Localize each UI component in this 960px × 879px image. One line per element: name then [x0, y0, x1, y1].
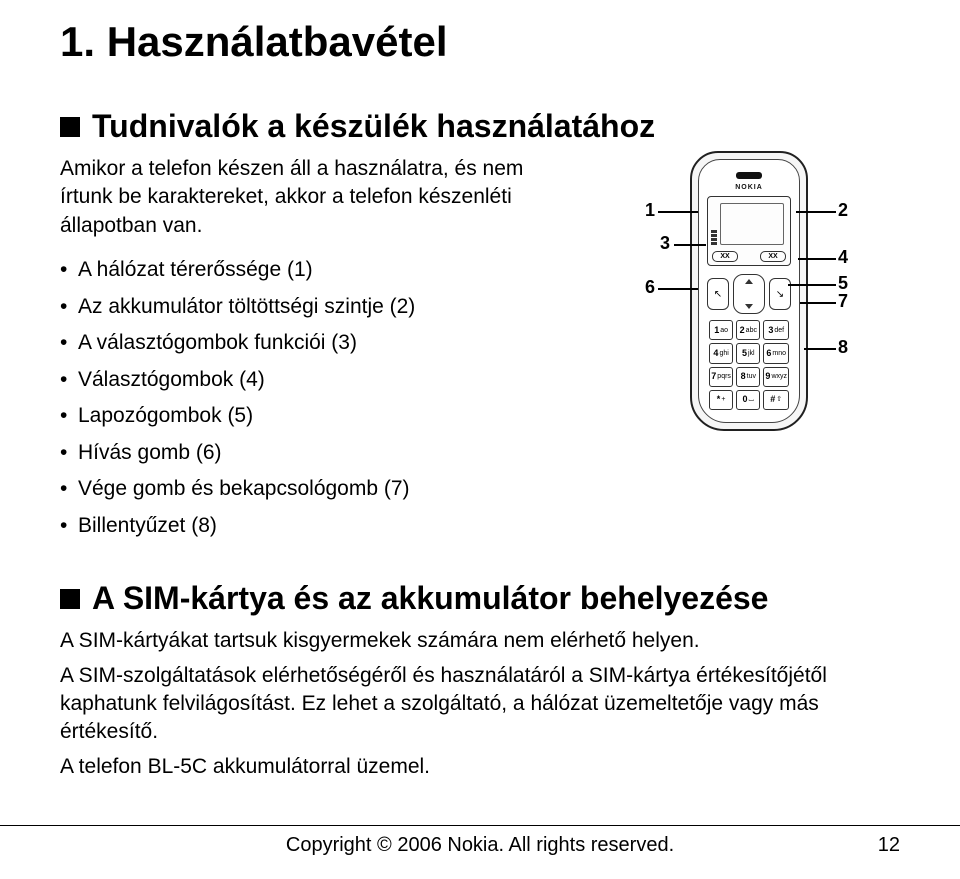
callout-line-icon — [658, 211, 698, 213]
keypad-key: #⇧ — [763, 390, 789, 410]
keypad-key: *+ — [709, 390, 733, 410]
list-item: Az akkumulátor töltöttségi szintje (2) — [60, 291, 570, 324]
keypad-key: 2abc — [736, 320, 760, 340]
section2-heading: A SIM-kártya és az akkumulátor behelyezé… — [60, 580, 900, 617]
list-item: Vége gomb és bekapcsológomb (7) — [60, 473, 570, 506]
feature-list: A hálózat térerőssége (1) Az akkumulátor… — [60, 254, 570, 542]
list-item: Hívás gomb (6) — [60, 437, 570, 470]
section1-heading-text: Tudnivalók a készülék használatához — [92, 108, 655, 145]
copyright-text: Copyright © 2006 Nokia. All rights reser… — [286, 834, 674, 857]
keypad-key: 1ao — [709, 320, 733, 340]
page-footer: Copyright © 2006 Nokia. All rights reser… — [0, 825, 960, 857]
section2-heading-text: A SIM-kártya és az akkumulátor behelyezé… — [92, 580, 768, 617]
keypad-key: 8tuv — [736, 367, 760, 387]
callout-line-icon — [658, 288, 698, 290]
callout-number: 2 — [838, 200, 848, 221]
section1-heading: Tudnivalók a készülék használatához — [60, 108, 900, 145]
callout-line-icon — [796, 211, 836, 213]
page-title: 1. Használatbavétel — [60, 18, 900, 66]
list-item: A hálózat térerőssége (1) — [60, 254, 570, 287]
keypad-key: 9wxyz — [763, 367, 789, 387]
list-item: A választógombok funkciói (3) — [60, 327, 570, 360]
body-paragraph: A SIM-kártyákat tartsuk kisgyermekek szá… — [60, 627, 900, 655]
keypad-key: 6mno — [763, 343, 789, 363]
phone-screen: XX XX — [707, 196, 791, 266]
page-number: 12 — [674, 834, 900, 857]
signal-icon — [711, 203, 717, 245]
callout-line-icon — [788, 284, 836, 286]
keypad-key: 7pqrs — [709, 367, 733, 387]
bullet-square-icon — [60, 589, 80, 609]
keypad-key: 4ghi — [709, 343, 733, 363]
list-item: Billentyűzet (8) — [60, 510, 570, 543]
nav-pad-icon — [733, 274, 765, 314]
callout-number: 1 — [645, 200, 655, 221]
keypad-key: 3def — [763, 320, 789, 340]
phone-brand: NOKIA — [699, 184, 799, 191]
callout-number: 6 — [645, 277, 655, 298]
list-item: Lapozógombok (5) — [60, 400, 570, 433]
bullet-square-icon — [60, 117, 80, 137]
callout-line-icon — [800, 302, 836, 304]
phone-diagram: NOKIA XX XX ↖ ↘ 1ao2abc3def4g — [600, 145, 900, 455]
callout-number: 8 — [838, 337, 848, 358]
phone-body: NOKIA XX XX ↖ ↘ 1ao2abc3def4g — [690, 151, 808, 431]
callout-number: 7 — [838, 291, 848, 312]
body-paragraph: A SIM-szolgáltatások elérhetőségéről és … — [60, 662, 900, 747]
keypad-key: 5jkl — [736, 343, 760, 363]
nav-cluster: ↖ ↘ — [707, 272, 791, 316]
callout-line-icon — [804, 348, 836, 350]
speaker-icon — [736, 172, 762, 179]
list-item: Választógombok (4) — [60, 364, 570, 397]
end-button-icon: ↘ — [769, 278, 791, 310]
soft-key-left: XX — [712, 251, 738, 262]
intro-paragraph: Amikor a telefon készen áll a használatr… — [60, 155, 570, 240]
callout-number: 3 — [660, 233, 670, 254]
call-button-icon: ↖ — [707, 278, 729, 310]
soft-key-right: XX — [760, 251, 786, 262]
body-paragraph: A telefon BL-5C akkumulátorral üzemel. — [60, 753, 900, 781]
callout-line-icon — [674, 244, 706, 246]
keypad: 1ao2abc3def 4ghi5jkl6mno 7pqrs8tuv9wxyz *+0… — [709, 320, 789, 410]
callout-line-icon — [798, 258, 836, 260]
keypad-key: 0⌴ — [736, 390, 760, 410]
callout-number: 4 — [838, 247, 848, 268]
